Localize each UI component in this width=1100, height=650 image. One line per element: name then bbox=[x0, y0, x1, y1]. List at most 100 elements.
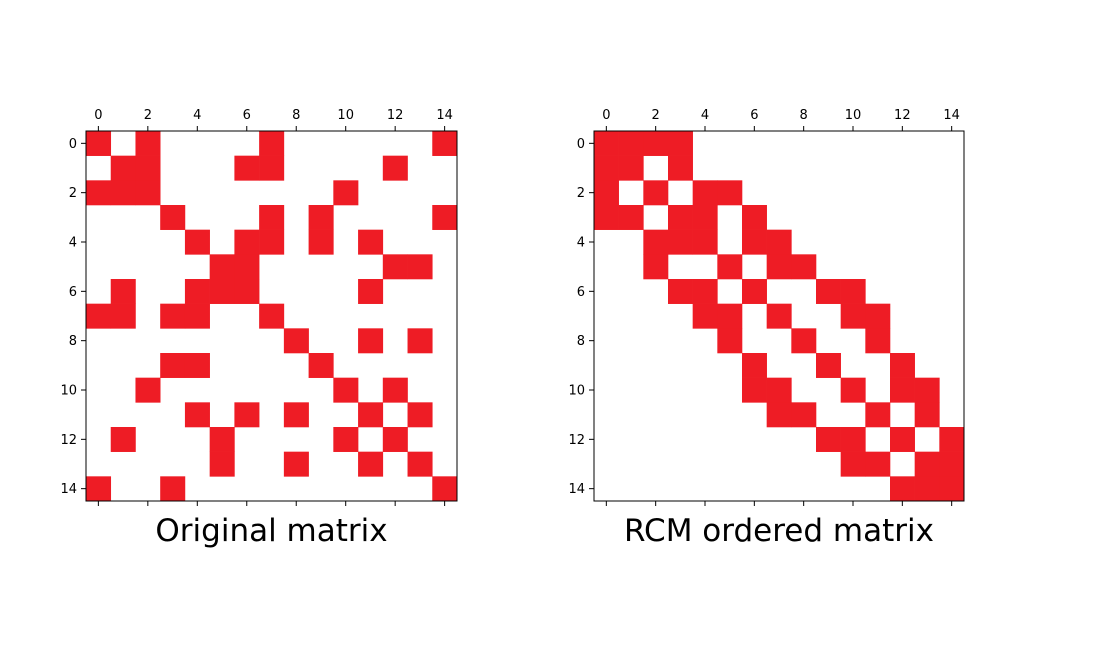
rcm-ordered-matrix-cell-4-7 bbox=[766, 229, 792, 255]
original-matrix-xtick-label-12: 12 bbox=[387, 108, 404, 123]
rcm-ordered-matrix-cell-5-7 bbox=[766, 254, 792, 280]
original-matrix-xtick-label-0: 0 bbox=[94, 108, 102, 123]
original-matrix-cell-4-11 bbox=[358, 229, 384, 255]
original-matrix-xtick-label-14: 14 bbox=[436, 108, 453, 123]
original-matrix-cell-5-5 bbox=[209, 254, 235, 280]
original-matrix-cell-4-6 bbox=[234, 229, 260, 255]
original-matrix-cell-9-9 bbox=[308, 353, 334, 378]
rcm-ordered-matrix-xtick-label-12: 12 bbox=[894, 108, 911, 123]
rcm-ordered-matrix-cell-14-13 bbox=[914, 476, 940, 502]
original-matrix-cell-10-2 bbox=[135, 377, 161, 403]
original-matrix-ticks: 0 2 4 6 8 10 12 14 0 2 4 6 8 10 12 14 bbox=[60, 108, 453, 506]
rcm-ordered-matrix-xtick-label-8: 8 bbox=[800, 108, 808, 123]
original-matrix-cell-2-0 bbox=[86, 180, 112, 206]
original-matrix-cell-6-11 bbox=[358, 279, 384, 304]
rcm-ordered-matrix-cell-12-14 bbox=[939, 427, 965, 452]
original-matrix-cell-14-0 bbox=[86, 476, 112, 502]
original-matrix-chart: 0 2 4 6 8 10 12 14 0 2 4 6 8 10 12 14 Original matrix bbox=[60, 108, 458, 549]
rcm-ordered-matrix-cell-13-11 bbox=[865, 451, 891, 477]
rcm-ordered-matrix-cell-3-4 bbox=[692, 205, 718, 230]
rcm-ordered-matrix-cell-6-10 bbox=[840, 279, 866, 304]
rcm-ordered-matrix-cell-2-5 bbox=[717, 180, 743, 206]
original-matrix-cell-0-0 bbox=[86, 131, 112, 156]
rcm-ordered-matrix-cell-3-6 bbox=[742, 205, 767, 230]
rcm-ordered-matrix-cell-12-9 bbox=[816, 427, 841, 452]
rcm-ordered-matrix-cell-3-3 bbox=[668, 205, 693, 230]
rcm-ordered-matrix-cell-6-9 bbox=[816, 279, 841, 304]
rcm-ordered-matrix-cell-0-1 bbox=[618, 131, 644, 156]
original-matrix-ytick-label-6: 6 bbox=[69, 285, 77, 300]
rcm-ordered-matrix-cell-12-10 bbox=[840, 427, 866, 452]
rcm-ordered-matrix-cell-10-7 bbox=[766, 377, 792, 403]
rcm-ordered-matrix-cell-13-13 bbox=[914, 451, 940, 477]
rcm-ordered-matrix-cell-7-10 bbox=[840, 303, 866, 329]
original-matrix-cell-2-10 bbox=[333, 180, 359, 206]
rcm-ordered-matrix-cell-10-6 bbox=[742, 377, 767, 403]
original-matrix-cell-7-1 bbox=[110, 303, 136, 329]
rcm-ordered-matrix-ytick-label-0: 0 bbox=[577, 137, 585, 152]
rcm-ordered-matrix-cell-0-3 bbox=[668, 131, 693, 156]
rcm-ordered-matrix-xtick-label-10: 10 bbox=[845, 108, 862, 123]
original-matrix-cell-0-2 bbox=[135, 131, 161, 156]
original-matrix-cell-5-6 bbox=[234, 254, 260, 280]
rcm-ordered-matrix-cell-0-0 bbox=[594, 131, 619, 156]
original-matrix-cell-1-1 bbox=[110, 155, 136, 181]
original-matrix-frame bbox=[85, 130, 458, 502]
rcm-ordered-matrix-cell-7-4 bbox=[692, 303, 718, 329]
rcm-ordered-matrix-xtick-label-2: 2 bbox=[652, 108, 660, 123]
rcm-ordered-matrix-ytick-label-12: 12 bbox=[568, 433, 585, 448]
rcm-ordered-matrix-cell-7-7 bbox=[766, 303, 792, 329]
rcm-ordered-matrix-cell-4-4 bbox=[692, 229, 718, 255]
rcm-ordered-matrix-cell-10-12 bbox=[890, 377, 915, 403]
original-matrix-cell-1-2 bbox=[135, 155, 161, 181]
original-matrix-cell-3-7 bbox=[259, 205, 285, 230]
rcm-ordered-matrix-cell-3-1 bbox=[618, 205, 644, 230]
original-matrix-xtick-label-10: 10 bbox=[337, 108, 354, 123]
original-matrix-cell-4-4 bbox=[184, 229, 210, 255]
rcm-ordered-matrix-cell-14-14 bbox=[939, 476, 965, 502]
rcm-ordered-matrix-chart: 0 2 4 6 8 10 12 14 0 2 4 6 8 10 12 14 RCM ordered matri… bbox=[568, 108, 965, 549]
rcm-ordered-matrix-cell-3-0 bbox=[594, 205, 619, 230]
rcm-ordered-matrix-cell-4-3 bbox=[668, 229, 693, 255]
rcm-ordered-matrix-cell-9-6 bbox=[742, 353, 767, 378]
rcm-ordered-matrix-ytick-label-6: 6 bbox=[577, 285, 585, 300]
rcm-ordered-matrix-cell-8-8 bbox=[791, 328, 817, 354]
rcm-ordered-matrix-cell-13-10 bbox=[840, 451, 866, 477]
original-matrix-cell-11-6 bbox=[234, 402, 260, 428]
original-matrix-cell-8-11 bbox=[358, 328, 384, 354]
original-matrix-cell-11-13 bbox=[407, 402, 433, 428]
original-matrix-cell-12-12 bbox=[382, 427, 408, 452]
original-matrix-cell-4-7 bbox=[259, 229, 285, 255]
original-matrix-cell-3-14 bbox=[432, 205, 458, 230]
original-matrix-cell-13-11 bbox=[358, 451, 384, 477]
original-matrix-cells bbox=[86, 131, 458, 502]
rcm-ordered-matrix-cell-9-12 bbox=[890, 353, 915, 378]
rcm-ordered-matrix-frame bbox=[593, 130, 965, 502]
rcm-ordered-matrix-xtick-label-6: 6 bbox=[750, 108, 758, 123]
rcm-ordered-matrix-cell-10-10 bbox=[840, 377, 866, 403]
rcm-ordered-matrix-cell-4-2 bbox=[643, 229, 669, 255]
rcm-ordered-matrix-ytick-label-14: 14 bbox=[568, 482, 585, 497]
original-matrix-cell-12-10 bbox=[333, 427, 359, 452]
original-matrix-cell-3-3 bbox=[160, 205, 186, 230]
original-matrix-xtick-label-4: 4 bbox=[193, 108, 201, 123]
rcm-ordered-matrix-ytick-label-4: 4 bbox=[577, 236, 585, 251]
original-matrix-cell-13-13 bbox=[407, 451, 433, 477]
rcm-ordered-matrix-cell-11-13 bbox=[914, 402, 940, 428]
original-matrix-cell-9-4 bbox=[184, 353, 210, 378]
rcm-ordered-matrix-cell-5-5 bbox=[717, 254, 743, 280]
rcm-ordered-matrix-cell-5-2 bbox=[643, 254, 669, 280]
original-matrix-cell-9-3 bbox=[160, 353, 186, 378]
rcm-ordered-matrix-cell-2-2 bbox=[643, 180, 669, 206]
rcm-ordered-matrix-cell-11-8 bbox=[791, 402, 817, 428]
original-matrix-cell-13-8 bbox=[283, 451, 309, 477]
original-matrix-ytick-label-8: 8 bbox=[69, 334, 77, 349]
original-matrix-cell-1-12 bbox=[382, 155, 408, 181]
original-matrix-ytick-label-2: 2 bbox=[69, 186, 77, 201]
original-matrix-cell-11-8 bbox=[283, 402, 309, 428]
original-matrix-cell-7-7 bbox=[259, 303, 285, 329]
rcm-ordered-matrix-cell-5-8 bbox=[791, 254, 817, 280]
original-matrix-xtick-label-6: 6 bbox=[243, 108, 251, 123]
original-matrix-cell-11-4 bbox=[184, 402, 210, 428]
rcm-ordered-matrix-cell-10-13 bbox=[914, 377, 940, 403]
